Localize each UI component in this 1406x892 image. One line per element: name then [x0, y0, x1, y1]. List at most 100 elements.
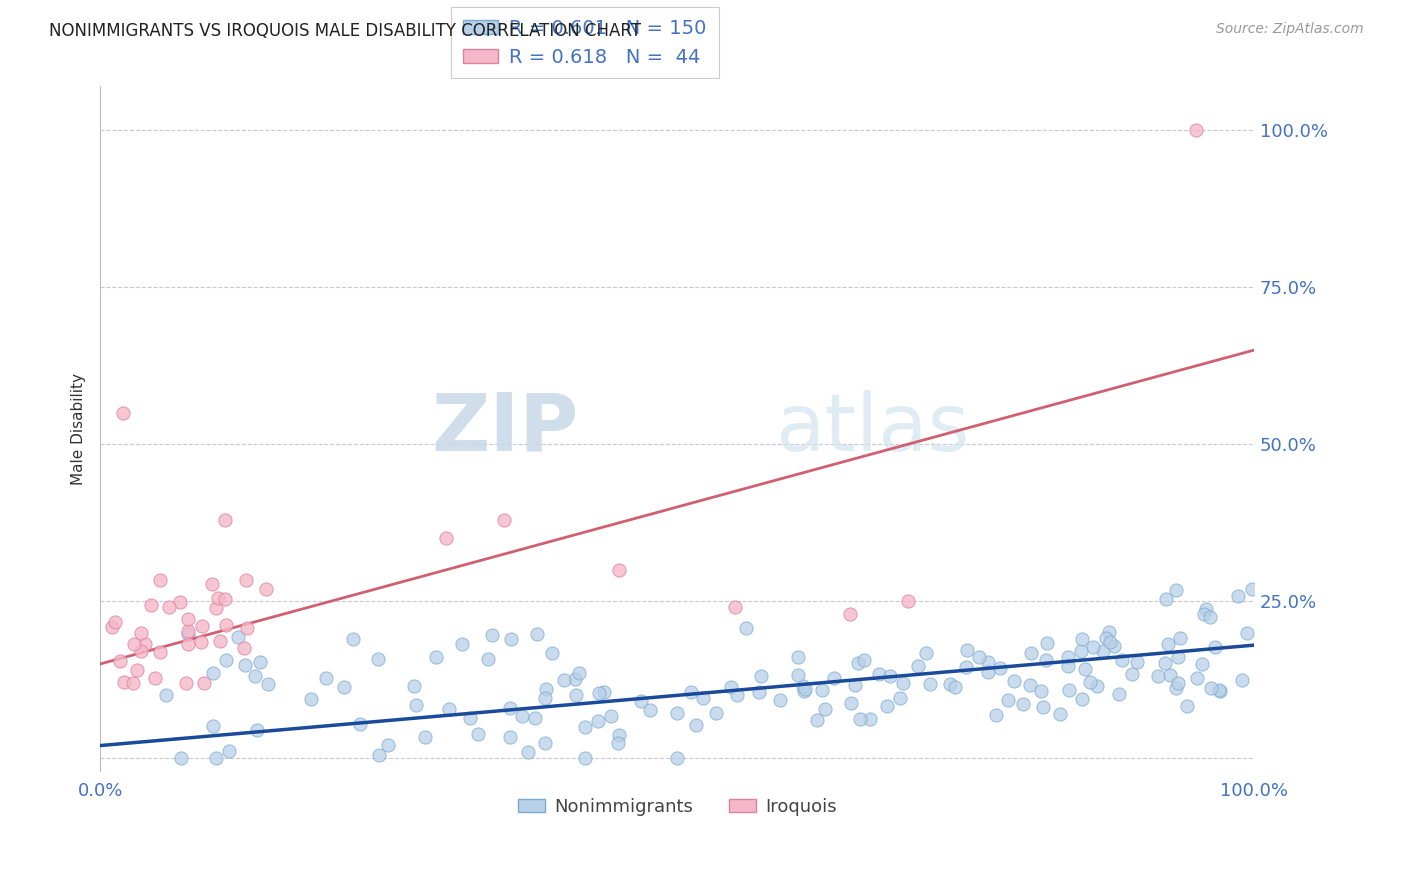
Point [988, 660, 1011, 674]
Point [143, 671, 166, 685]
Point [844, 678, 866, 692]
Point [149, 645, 172, 659]
Point [769, 692, 792, 706]
Point [439, 702, 461, 716]
Point [939, 677, 962, 691]
Point [574, 720, 596, 734]
Point [879, 668, 901, 682]
Point [1074, 663, 1097, 677]
Point [852, 653, 875, 667]
Point [333, 680, 356, 694]
Point [1121, 667, 1143, 681]
Point [204, 751, 226, 765]
Point [1185, 671, 1208, 685]
Point [177, 624, 200, 639]
Point [943, 680, 966, 694]
Point [1156, 591, 1178, 606]
Point [692, 690, 714, 705]
Point [967, 649, 990, 664]
Point [1192, 607, 1215, 621]
Point [1204, 640, 1226, 654]
Point [574, 751, 596, 765]
Point [1085, 679, 1108, 693]
Point [564, 688, 586, 702]
Point [205, 601, 228, 615]
Point [1091, 644, 1114, 658]
Point [720, 680, 742, 694]
Point [169, 595, 191, 609]
Point [121, 675, 143, 690]
Point [792, 679, 814, 693]
Point [349, 717, 371, 731]
Point [1019, 678, 1042, 692]
Y-axis label: Male Disability: Male Disability [72, 373, 86, 484]
Point [1094, 631, 1116, 645]
Point [724, 600, 747, 615]
Point [177, 612, 200, 626]
Point [207, 591, 229, 605]
Point [458, 711, 481, 725]
Point [155, 688, 177, 702]
Point [681, 685, 703, 699]
Point [177, 626, 200, 640]
Point [477, 652, 499, 666]
Point [481, 627, 503, 641]
Point [510, 709, 533, 723]
Point [214, 513, 236, 527]
Point [1167, 649, 1189, 664]
Point [1153, 656, 1175, 670]
Point [868, 667, 890, 681]
Point [1031, 684, 1053, 698]
Point [1170, 631, 1192, 645]
Point [1177, 699, 1199, 714]
Point [1078, 675, 1101, 690]
Point [685, 718, 707, 732]
Point [405, 698, 427, 712]
Point [434, 532, 457, 546]
Point [786, 667, 808, 681]
Point [955, 659, 977, 673]
Point [534, 681, 557, 696]
Point [977, 665, 1000, 679]
Point [1209, 683, 1232, 698]
Point [1185, 123, 1208, 137]
Point [839, 607, 862, 621]
Point [101, 619, 124, 633]
Point [704, 706, 727, 720]
Point [1241, 582, 1264, 596]
Point [517, 745, 540, 759]
Point [787, 650, 810, 665]
Point [1057, 650, 1080, 665]
Point [748, 685, 770, 699]
Point [889, 690, 911, 705]
Point [1157, 637, 1180, 651]
Point [112, 675, 135, 690]
Point [630, 693, 652, 707]
Point [839, 696, 862, 710]
Point [342, 632, 364, 646]
Point [425, 649, 447, 664]
Point [368, 747, 391, 762]
Point [235, 573, 257, 587]
Point [599, 709, 621, 723]
Point [794, 682, 817, 697]
Point [1159, 668, 1181, 682]
Point [749, 669, 772, 683]
Point [492, 512, 515, 526]
Text: NONIMMIGRANTS VS IROQUOIS MALE DISABILITY CORRELATION CHART: NONIMMIGRANTS VS IROQUOIS MALE DISABILIT… [49, 22, 641, 40]
Point [588, 685, 610, 699]
Point [201, 665, 224, 680]
Point [1230, 673, 1253, 688]
Point [1021, 646, 1043, 660]
Point [1191, 657, 1213, 672]
Point [846, 656, 869, 670]
Point [124, 637, 146, 651]
Point [1070, 632, 1092, 647]
Point [467, 726, 489, 740]
Point [813, 702, 835, 716]
Point [876, 699, 898, 714]
Point [593, 684, 616, 698]
Point [141, 598, 163, 612]
Point [254, 582, 277, 597]
Legend: Nonimmigrants, Iroquois: Nonimmigrants, Iroquois [510, 791, 844, 823]
